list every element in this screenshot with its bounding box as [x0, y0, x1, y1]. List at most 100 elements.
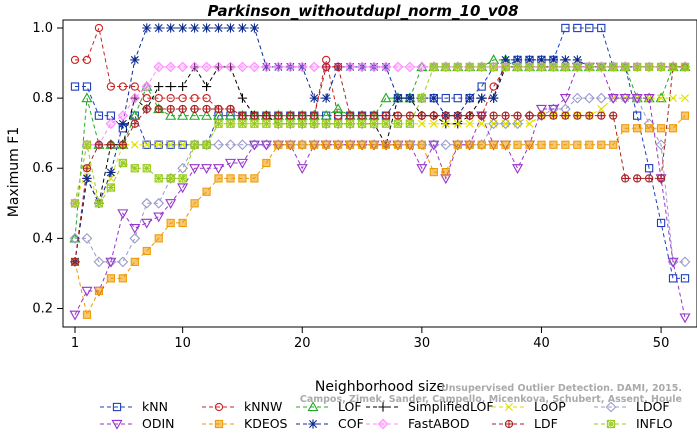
- data-point-ldf: [94, 140, 104, 149]
- y-axis-label: Maximum F1: [6, 127, 22, 217]
- data-point-ldf: [190, 104, 199, 114]
- data-point-lof: [332, 103, 344, 114]
- data-point-kdeos: [573, 140, 582, 149]
- data-point-lof: [81, 92, 93, 103]
- data-point-knn: [166, 140, 175, 149]
- data-point-cof: [572, 55, 582, 65]
- data-point-inflo: [106, 183, 116, 192]
- data-point-simplifiedlof: [154, 81, 164, 92]
- data-point-kdeos: [489, 140, 498, 149]
- data-point-kdeos: [106, 274, 115, 283]
- data-point-odin: [535, 104, 548, 115]
- data-point-fastabod: [129, 92, 141, 104]
- data-point-odin: [631, 93, 643, 104]
- data-point-knnw: [70, 55, 80, 65]
- legend-marker-knnw: [214, 402, 224, 412]
- data-point-kdeos: [513, 140, 522, 149]
- data-point-inflo: [130, 164, 139, 173]
- data-point-cof: [477, 93, 487, 103]
- data-point-lof: [69, 232, 81, 243]
- data-point-ldf: [644, 174, 654, 183]
- data-point-kdeos: [298, 140, 307, 149]
- data-point-ldf: [333, 62, 343, 72]
- data-point-inflo: [214, 119, 223, 128]
- data-point-kdeos: [441, 167, 450, 177]
- series-line-cof: [74, 27, 685, 262]
- legend-marker-loop: [505, 403, 513, 411]
- data-point-loop: [130, 140, 139, 149]
- data-point-fastabod: [284, 61, 296, 73]
- data-point-ldf: [178, 104, 187, 114]
- data-point-ldf: [250, 111, 259, 120]
- legend-item-odin: ODIN: [100, 416, 175, 431]
- data-point-knnw: [142, 93, 151, 103]
- data-point-ldf: [453, 111, 462, 120]
- data-point-ldof: [583, 92, 595, 104]
- x-tick-label: 50: [653, 336, 670, 351]
- data-point-inflo: [82, 140, 92, 149]
- legend-marker-kdeos: [214, 419, 224, 429]
- data-point-knn: [668, 274, 678, 283]
- legend-label-odin: ODIN: [142, 416, 175, 431]
- data-point-kdeos: [381, 140, 391, 149]
- data-point-ldof: [488, 118, 500, 130]
- legend-item-lof: LOF: [296, 399, 362, 414]
- legend-item-simplifiedlof: SimplifiedLOF: [366, 399, 494, 414]
- data-point-fastabod: [237, 61, 248, 73]
- data-point-knnw: [202, 93, 211, 103]
- data-point-ldf: [345, 111, 355, 120]
- data-point-loop: [166, 140, 175, 149]
- data-point-ldf: [633, 174, 642, 183]
- data-point-odin: [248, 140, 260, 151]
- data-point-inflo: [597, 62, 606, 72]
- data-point-cof: [261, 62, 271, 72]
- data-point-cof: [297, 62, 307, 72]
- data-point-kdeos: [226, 174, 235, 183]
- data-point-kdeos: [118, 274, 127, 283]
- x-axis: 1 10 20 30 40 50: [71, 327, 669, 351]
- data-point-fastabod: [273, 61, 284, 73]
- data-point-inflo: [621, 62, 630, 72]
- data-point-ldof: [237, 139, 248, 151]
- data-point-odin: [619, 93, 631, 104]
- data-point-cof: [82, 173, 92, 184]
- data-point-cof: [249, 23, 260, 33]
- data-point-ldf: [298, 111, 307, 120]
- data-point-odin: [296, 164, 308, 174]
- data-point-loop: [429, 119, 438, 128]
- data-point-inflo: [513, 62, 522, 72]
- data-point-ldf: [286, 111, 295, 120]
- data-point-cof: [309, 93, 319, 103]
- data-point-odin: [643, 93, 655, 104]
- data-point-cof: [536, 55, 547, 65]
- data-point-kdeos: [585, 140, 594, 149]
- data-point-odin: [679, 313, 691, 324]
- legend-item-fastabod: FastABOD: [366, 416, 470, 431]
- data-point-ldof: [129, 232, 141, 244]
- data-point-inflo: [429, 62, 438, 72]
- data-point-cof: [405, 93, 415, 103]
- data-point-ldf: [381, 111, 391, 120]
- data-point-kdeos: [621, 124, 630, 133]
- data-point-ldof: [177, 162, 189, 174]
- legend-item-inflo: INFLO: [594, 416, 673, 431]
- data-point-kdeos: [262, 158, 271, 168]
- data-point-odin: [416, 164, 428, 174]
- legend-label-inflo: INFLO: [636, 416, 673, 431]
- series-knnw: [70, 23, 690, 120]
- data-point-ldof: [93, 256, 105, 268]
- data-point-ldf: [561, 111, 570, 120]
- y-tick-label: 0.2: [32, 301, 53, 316]
- data-point-loop: [154, 140, 163, 149]
- data-point-kdeos: [453, 140, 462, 149]
- data-point-ldof: [500, 118, 511, 130]
- y-tick-label: 1.0: [32, 21, 53, 36]
- data-point-cof: [524, 55, 535, 65]
- data-point-fastabod: [189, 61, 200, 73]
- data-point-fastabod: [117, 110, 129, 121]
- data-point-ldf: [465, 111, 474, 120]
- data-point-cof: [465, 93, 475, 103]
- data-point-inflo: [405, 119, 415, 128]
- y-tick-label: 0.6: [32, 161, 53, 176]
- data-point-inflo: [525, 62, 534, 72]
